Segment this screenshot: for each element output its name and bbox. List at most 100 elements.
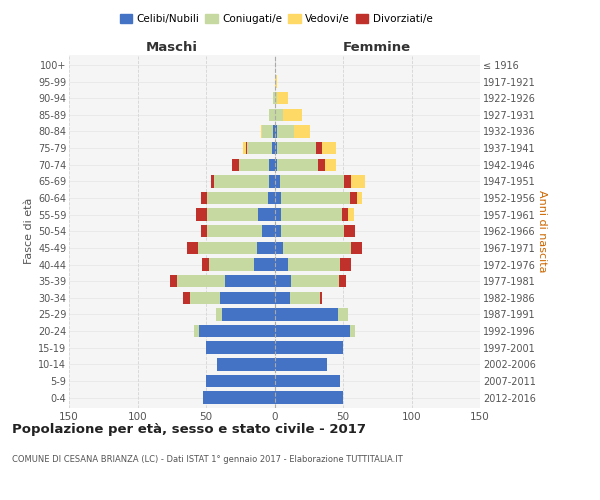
Bar (206, 342, 275, 354)
Bar (275, 108, 283, 121)
Bar (194, 325, 199, 337)
Bar (275, 392, 343, 404)
Bar (203, 392, 275, 404)
Bar (277, 142, 316, 154)
Bar (275, 242, 283, 254)
Bar (275, 308, 338, 320)
Bar (247, 142, 272, 154)
Bar (283, 108, 302, 121)
Bar (273, 92, 275, 104)
Bar (275, 258, 288, 270)
Y-axis label: Anni di nascita: Anni di nascita (537, 190, 547, 272)
Bar (217, 358, 275, 370)
Bar (350, 325, 355, 337)
Bar (349, 208, 354, 221)
Bar (200, 225, 208, 237)
Bar (275, 76, 277, 88)
Bar (246, 142, 247, 154)
Bar (223, 308, 275, 320)
Bar (350, 192, 357, 204)
Bar (275, 142, 277, 154)
Bar (272, 142, 275, 154)
Bar (206, 374, 275, 387)
Bar (344, 175, 351, 188)
Bar (198, 242, 257, 254)
Bar (220, 292, 275, 304)
Bar (269, 158, 275, 171)
Bar (351, 175, 365, 188)
Bar (243, 142, 246, 154)
Text: Popolazione per età, sesso e stato civile - 2017: Popolazione per età, sesso e stato civil… (12, 422, 366, 436)
Bar (339, 275, 346, 287)
Bar (275, 342, 343, 354)
Bar (254, 258, 275, 270)
Y-axis label: Fasce di età: Fasce di età (23, 198, 34, 264)
Bar (281, 225, 344, 237)
Bar (275, 158, 277, 171)
Bar (277, 158, 319, 171)
Bar (225, 275, 275, 287)
Bar (275, 92, 277, 104)
Bar (211, 175, 214, 188)
Bar (281, 208, 341, 221)
Bar (320, 292, 322, 304)
Bar (208, 225, 262, 237)
Bar (269, 175, 275, 188)
Bar (325, 158, 336, 171)
Bar (275, 126, 277, 138)
Bar (275, 208, 281, 221)
Bar (344, 225, 355, 237)
Bar (275, 292, 290, 304)
Bar (202, 258, 209, 270)
Text: COMUNE DI CESANA BRIANZA (LC) - Dati ISTAT 1° gennaio 2017 - Elaborazione TUTTIT: COMUNE DI CESANA BRIANZA (LC) - Dati IST… (12, 456, 403, 464)
Bar (268, 192, 275, 204)
Bar (319, 158, 325, 171)
Bar (277, 126, 293, 138)
Bar (257, 242, 275, 254)
Bar (273, 126, 275, 138)
Bar (209, 258, 254, 270)
Bar (239, 158, 269, 171)
Bar (177, 275, 225, 287)
Bar (356, 192, 362, 204)
Bar (262, 225, 275, 237)
Bar (190, 292, 220, 304)
Bar (275, 192, 281, 204)
Bar (208, 192, 268, 204)
Bar (288, 258, 340, 270)
Bar (275, 374, 340, 387)
Bar (275, 175, 280, 188)
Bar (280, 175, 344, 188)
Bar (232, 158, 239, 171)
Bar (351, 242, 362, 254)
Bar (283, 242, 351, 254)
Bar (275, 225, 281, 237)
Bar (275, 275, 291, 287)
Bar (187, 242, 198, 254)
Legend: Celibi/Nubili, Coniugati/e, Vedovi/e, Divorziati/e: Celibi/Nubili, Coniugati/e, Vedovi/e, Di… (115, 10, 437, 29)
Bar (196, 208, 208, 221)
Bar (262, 126, 273, 138)
Bar (269, 108, 275, 121)
Text: Femmine: Femmine (343, 41, 412, 54)
Text: Maschi: Maschi (146, 41, 198, 54)
Bar (316, 142, 322, 154)
Bar (170, 275, 177, 287)
Bar (199, 325, 275, 337)
Bar (258, 208, 275, 221)
Bar (200, 192, 208, 204)
Bar (291, 275, 339, 287)
Bar (281, 192, 350, 204)
Bar (275, 358, 326, 370)
Bar (183, 292, 190, 304)
Bar (208, 208, 258, 221)
Bar (338, 308, 349, 320)
Bar (275, 325, 350, 337)
Bar (277, 92, 288, 104)
Bar (214, 175, 269, 188)
Bar (293, 126, 310, 138)
Bar (215, 308, 223, 320)
Bar (322, 142, 336, 154)
Bar (261, 126, 262, 138)
Bar (340, 258, 351, 270)
